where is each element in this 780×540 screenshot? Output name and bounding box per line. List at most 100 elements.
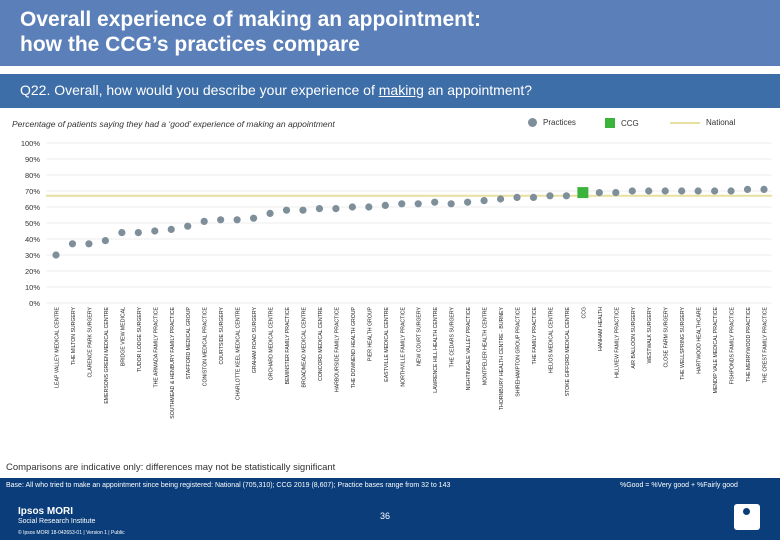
x-tick-label: ORCHARD MEDICAL CENTRE <box>269 306 275 380</box>
base-note: Base: All who tried to make an appointme… <box>6 482 451 489</box>
y-tick-label: 20% <box>25 267 40 276</box>
y-tick-label: 60% <box>25 203 40 212</box>
question-banner <box>0 74 780 108</box>
practice-point <box>513 193 521 201</box>
practice-comparison-chart: 100% 90% 80% 70% 60% 50% 40% 30% 20% 10% 0% LEAP V… <box>21 139 772 419</box>
x-tick-label: THE MERRYWOOD PRACTICE <box>746 306 752 381</box>
x-tick-label: MENDIP VALE MEDICAL PRACTICE <box>713 306 719 393</box>
x-tick-label: BRIDGE VIEW MEDICAL <box>120 307 126 366</box>
x-tick-label: BEMINSTER FAMILY PRACTICE <box>285 306 291 384</box>
chart-subtitle: Percentage of patients saying they had a… <box>12 119 335 129</box>
practice-point <box>184 222 192 230</box>
practice-point <box>282 206 291 214</box>
question-text: Q22. Overall, how would you describe you… <box>20 82 532 98</box>
ccg-square-icon <box>605 118 615 128</box>
page-title: Overall experience of making an appointm… <box>20 7 481 57</box>
x-tick-label: CONISTON MEDICAL PRACTICE <box>203 306 209 386</box>
practice-point <box>365 203 373 211</box>
x-tick-label: NORTHVILLE FAMILY PRACTICE <box>400 306 406 386</box>
x-tick-label: SOUTHMEAD & HENBURY FAMILY PRACTICE <box>170 306 176 418</box>
x-tick-label: CLOSE FARM SURGERY <box>664 306 670 367</box>
brand-subtitle: Social Research Institute <box>18 518 96 525</box>
x-tick-label: SHIREHAMPTON GROUP PRACTICE <box>516 306 522 396</box>
practice-point <box>678 187 686 195</box>
x-tick-label: GRAHAM ROAD SURGERY <box>252 306 258 373</box>
practice-point <box>727 187 735 195</box>
practice-point <box>414 200 422 208</box>
legend-ccg: CCG <box>605 118 639 128</box>
x-tick-label: WESTWALK SURGERY <box>647 306 653 363</box>
practice-point <box>315 205 324 213</box>
practice-point <box>546 192 554 200</box>
practice-point <box>562 192 571 200</box>
practice-point <box>760 185 768 193</box>
x-tick-label: THE ARMADA FAMILY PRACTICE <box>153 306 159 387</box>
title-line-2: how the CCG’s practices compare <box>20 33 360 56</box>
legend-practices-label: Practices <box>543 118 576 127</box>
x-tick-label: BROADMEAD MEDICAL CENTRE <box>301 306 307 387</box>
x-tick-label: THE CREST FAMILY PRACTICE <box>763 306 769 383</box>
practice-point <box>480 197 488 205</box>
x-tick-label: CCG <box>581 307 587 319</box>
x-tick-label: THE CEDARS SURGERY <box>450 306 456 367</box>
practice-point <box>431 198 439 206</box>
x-tick-label: HARBOURSIDE FAMILY PRACTICE <box>334 306 340 392</box>
y-tick-label: 70% <box>25 187 40 196</box>
practice-point <box>694 187 702 195</box>
y-tick-label: 80% <box>25 171 40 180</box>
practice-point <box>200 217 208 225</box>
practice-point <box>595 189 603 197</box>
x-tick-label: CHARLOTTE KEEL MEDICAL CENTRE <box>236 306 242 400</box>
x-tick-label: HELIOS MEDICAL CENTRE <box>548 306 554 373</box>
practice-point <box>661 187 669 195</box>
practice-point <box>464 198 472 206</box>
practice-point <box>496 195 505 203</box>
page-number: 36 <box>380 511 391 521</box>
practice-point <box>398 200 406 208</box>
legend-ccg-label: CCG <box>621 118 639 128</box>
question-emphasis: making <box>378 82 424 98</box>
footer-bar <box>0 478 780 540</box>
practice-point <box>447 200 455 208</box>
practice-point <box>299 206 307 214</box>
x-tick-label: NEW COURT SURGERY <box>417 306 423 365</box>
practice-point <box>612 189 620 197</box>
good-definition: %Good = %Very good + %Fairly good <box>620 482 738 489</box>
practice-point <box>529 193 538 201</box>
y-tick-label: 0% <box>29 299 40 308</box>
practice-point <box>217 216 225 224</box>
x-tick-label: THORNBURY HEALTH CENTRE - BURNEY <box>499 306 505 410</box>
practice-point <box>249 214 258 222</box>
brand-name: Ipsos MORI <box>18 506 74 517</box>
practice-point <box>101 237 109 245</box>
x-tick-label: NIGHTINGALE VALLEY PRACTICE <box>466 306 472 390</box>
x-tick-label: FISHPONDS FAMILY PRACTICE <box>730 306 736 384</box>
practice-point <box>85 240 93 248</box>
practice-point <box>134 229 142 237</box>
copyright: © Ipsos MORI 18-042653-01 | Version 1 | … <box>18 530 125 536</box>
x-tick-label: HANHAM HEALTH <box>598 307 604 351</box>
x-tick-label: PIER HEALTH GROUP <box>367 306 373 361</box>
practice-point <box>348 203 356 211</box>
practice-point <box>711 187 719 195</box>
x-tick-label: COURTSIDE SURGERY <box>219 306 225 364</box>
practice-point <box>151 227 159 235</box>
title-banner <box>0 0 780 66</box>
x-tick-label: THE WELLSPRING SURGERY <box>680 306 686 379</box>
y-tick-label: 100% <box>21 139 41 148</box>
practice-point <box>118 229 126 237</box>
national-line-icon <box>670 121 700 124</box>
x-tick-label: LEAP VALLEY MEDICAL CENTRE <box>55 306 61 387</box>
y-tick-label: 90% <box>25 155 40 164</box>
practice-point <box>332 205 340 213</box>
question-suffix: an appointment? <box>423 82 533 98</box>
x-tick-label: THE FAMILY PRACTICE <box>532 306 538 364</box>
practice-point <box>68 240 77 248</box>
comparison-note: Comparisons are indicative only: differe… <box>6 462 336 473</box>
legend-national-label: National <box>706 118 736 127</box>
practice-point <box>743 185 752 193</box>
ipsos-logo-icon <box>734 504 760 530</box>
x-tick-label: THE DOWNEND HEALTH GROUP <box>351 306 357 388</box>
x-tick-label: STAFFORD MEDICAL GROUP <box>186 306 192 379</box>
practice-point <box>266 209 274 217</box>
